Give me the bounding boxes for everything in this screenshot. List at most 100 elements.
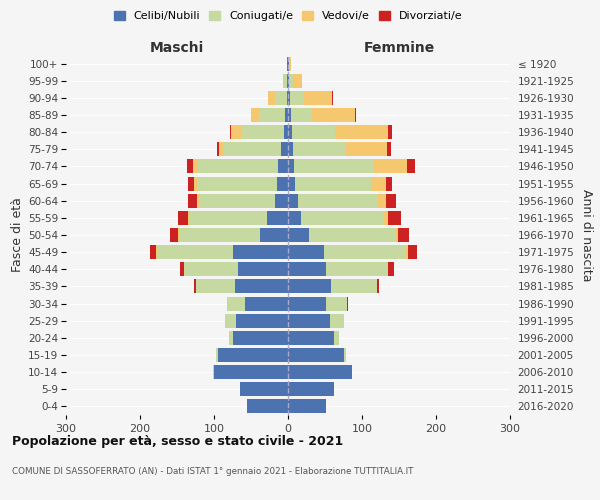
Bar bbox=[288, 74, 289, 88]
Bar bbox=[374, 160, 407, 173]
Bar bbox=[188, 211, 190, 225]
Bar bbox=[294, 160, 374, 173]
Bar bbox=[288, 142, 293, 156]
Bar bbox=[180, 228, 260, 242]
Text: Maschi: Maschi bbox=[150, 41, 204, 55]
Bar bbox=[309, 228, 396, 242]
Bar bbox=[288, 211, 301, 225]
Bar bbox=[293, 74, 302, 88]
Bar bbox=[194, 176, 197, 190]
Bar bbox=[311, 108, 355, 122]
Bar bbox=[287, 74, 288, 88]
Bar bbox=[295, 176, 371, 190]
Bar bbox=[216, 348, 218, 362]
Bar bbox=[332, 91, 333, 105]
Bar bbox=[407, 160, 415, 173]
Bar bbox=[259, 108, 285, 122]
Bar bbox=[190, 211, 267, 225]
Bar bbox=[408, 245, 417, 259]
Bar bbox=[230, 125, 231, 139]
Bar bbox=[386, 176, 392, 190]
Bar bbox=[184, 262, 238, 276]
Bar bbox=[288, 56, 289, 70]
Bar bbox=[218, 348, 288, 362]
Bar bbox=[344, 348, 346, 362]
Bar bbox=[288, 365, 352, 379]
Bar bbox=[213, 365, 214, 379]
Bar bbox=[377, 280, 379, 293]
Bar bbox=[180, 262, 184, 276]
Bar bbox=[283, 74, 284, 88]
Bar bbox=[217, 142, 219, 156]
Bar bbox=[193, 160, 198, 173]
Bar bbox=[326, 296, 347, 310]
Bar bbox=[291, 108, 311, 122]
Bar bbox=[290, 91, 304, 105]
Bar bbox=[233, 245, 288, 259]
Bar bbox=[301, 211, 384, 225]
Bar bbox=[214, 365, 288, 379]
Bar bbox=[223, 142, 281, 156]
Bar bbox=[288, 194, 298, 207]
Bar bbox=[241, 125, 284, 139]
Bar bbox=[288, 331, 334, 345]
Bar bbox=[247, 400, 288, 413]
Bar bbox=[323, 245, 406, 259]
Bar bbox=[288, 176, 295, 190]
Bar bbox=[245, 296, 288, 310]
Bar bbox=[387, 142, 391, 156]
Bar bbox=[240, 382, 288, 396]
Bar bbox=[149, 245, 155, 259]
Bar bbox=[335, 125, 388, 139]
Bar bbox=[288, 108, 291, 122]
Text: COMUNE DI SASSOFERRATO (AN) - Dati ISTAT 1° gennaio 2021 - Elaborazione TUTTITAL: COMUNE DI SASSOFERRATO (AN) - Dati ISTAT… bbox=[12, 468, 413, 476]
Bar bbox=[197, 194, 199, 207]
Bar bbox=[346, 142, 387, 156]
Bar bbox=[260, 228, 288, 242]
Bar bbox=[157, 245, 233, 259]
Bar bbox=[187, 160, 193, 173]
Bar bbox=[235, 280, 288, 293]
Bar bbox=[384, 211, 388, 225]
Bar bbox=[188, 194, 197, 207]
Bar bbox=[238, 262, 288, 276]
Bar bbox=[288, 125, 292, 139]
Bar bbox=[198, 160, 278, 173]
Bar bbox=[288, 382, 334, 396]
Text: Femmine: Femmine bbox=[364, 41, 434, 55]
Bar bbox=[387, 262, 388, 276]
Bar bbox=[231, 125, 241, 139]
Bar bbox=[288, 280, 331, 293]
Bar bbox=[199, 194, 275, 207]
Bar bbox=[386, 194, 396, 207]
Bar bbox=[178, 228, 180, 242]
Y-axis label: Fasce di età: Fasce di età bbox=[11, 198, 24, 272]
Bar bbox=[278, 160, 288, 173]
Text: Popolazione per età, sesso e stato civile - 2021: Popolazione per età, sesso e stato civil… bbox=[12, 435, 343, 448]
Bar bbox=[287, 56, 288, 70]
Bar bbox=[287, 91, 288, 105]
Bar bbox=[196, 280, 235, 293]
Bar bbox=[388, 125, 392, 139]
Bar bbox=[292, 125, 335, 139]
Bar bbox=[288, 348, 344, 362]
Bar bbox=[281, 142, 288, 156]
Bar bbox=[288, 160, 294, 173]
Bar bbox=[298, 194, 378, 207]
Bar bbox=[288, 314, 330, 328]
Bar bbox=[284, 74, 287, 88]
Legend: Celibi/Nubili, Coniugati/e, Vedovi/e, Divorziati/e: Celibi/Nubili, Coniugati/e, Vedovi/e, Di… bbox=[109, 6, 467, 26]
Bar bbox=[288, 296, 326, 310]
Bar bbox=[331, 280, 377, 293]
Bar bbox=[371, 176, 386, 190]
Bar bbox=[236, 314, 288, 328]
Bar bbox=[406, 245, 408, 259]
Bar bbox=[277, 176, 288, 190]
Bar bbox=[288, 262, 326, 276]
Bar bbox=[288, 228, 309, 242]
Bar bbox=[227, 296, 245, 310]
Bar bbox=[285, 108, 288, 122]
Bar bbox=[251, 108, 259, 122]
Bar bbox=[396, 228, 398, 242]
Bar bbox=[170, 228, 178, 242]
